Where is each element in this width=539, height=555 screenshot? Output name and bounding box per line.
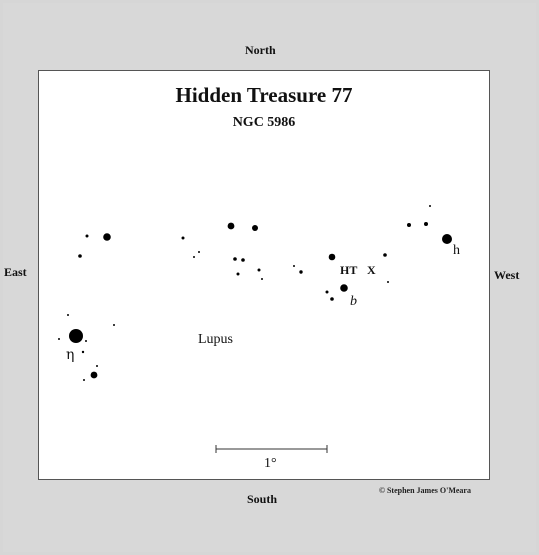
- star: [198, 251, 200, 253]
- star-chart: Hidden Treasure 77 NGC 5986: [38, 70, 490, 480]
- star: [58, 338, 60, 340]
- star-field: η h b HT X Lupus 1°: [58, 205, 460, 471]
- direction-east: East: [4, 265, 27, 279]
- star: [407, 223, 411, 227]
- star: [261, 278, 263, 280]
- chart-title: Hidden Treasure 77: [175, 83, 353, 107]
- star: [325, 290, 329, 294]
- label-h: h: [453, 243, 460, 258]
- credit-text: © Stephen James O'Meara: [379, 486, 471, 495]
- star: [227, 222, 235, 230]
- star-eta: [69, 329, 83, 343]
- label-target: HT: [340, 263, 357, 277]
- star: [83, 379, 85, 381]
- star: [252, 225, 258, 231]
- star: [236, 272, 240, 276]
- target-marker: X: [367, 263, 376, 277]
- scale-bar: [215, 445, 328, 453]
- star: [85, 234, 89, 238]
- star: [67, 314, 69, 316]
- star: [328, 253, 336, 261]
- star-h: [442, 234, 452, 244]
- star: [90, 371, 98, 379]
- star-b: [340, 284, 348, 292]
- star: [181, 236, 185, 240]
- star: [257, 268, 261, 272]
- star: [85, 340, 87, 342]
- label-b: b: [350, 294, 357, 309]
- star: [233, 257, 237, 261]
- star: [429, 205, 431, 207]
- scale-label: 1°: [264, 456, 277, 471]
- direction-south: South: [247, 492, 278, 506]
- star: [193, 256, 195, 258]
- star: [103, 233, 111, 241]
- star: [299, 270, 303, 274]
- star: [387, 281, 389, 283]
- star: [241, 258, 245, 262]
- star: [424, 222, 428, 226]
- star: [293, 265, 295, 267]
- star: [113, 324, 115, 326]
- direction-north: North: [245, 43, 276, 57]
- star: [96, 365, 98, 367]
- label-eta: η: [66, 347, 74, 363]
- star: [78, 254, 82, 258]
- stars-group: [58, 205, 452, 381]
- label-constellation: Lupus: [198, 332, 233, 347]
- star: [330, 297, 334, 301]
- star: [81, 350, 85, 354]
- chart-subtitle: NGC 5986: [232, 115, 296, 130]
- direction-west: West: [494, 268, 520, 282]
- star: [383, 253, 387, 257]
